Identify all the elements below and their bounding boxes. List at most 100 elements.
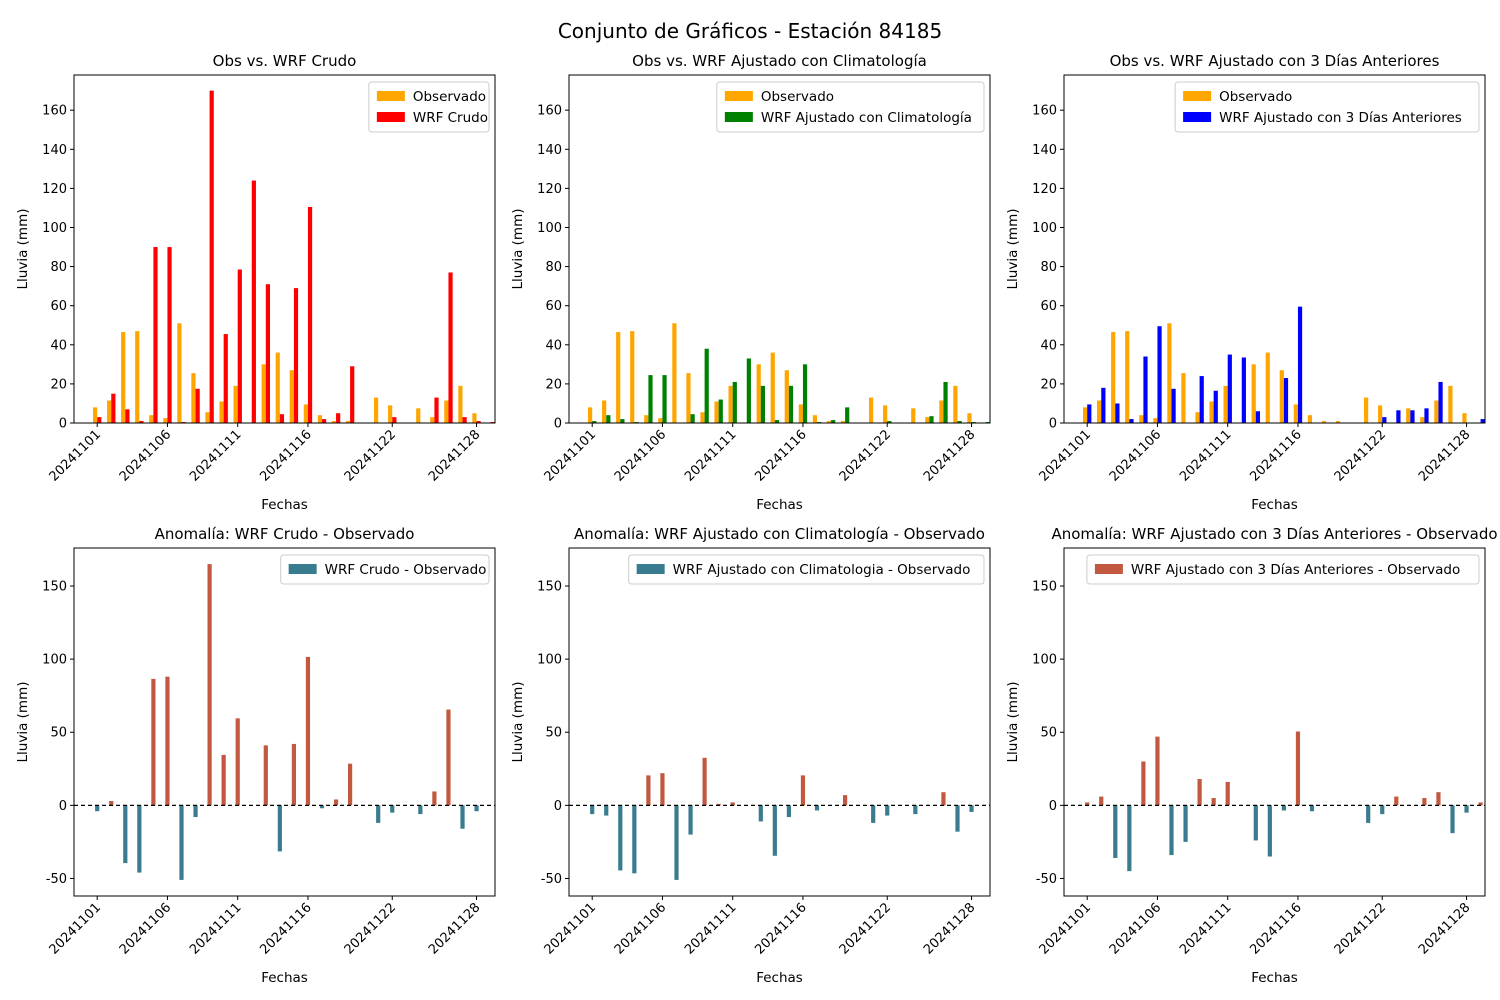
y-tick-label: 40 <box>50 338 67 353</box>
y-tick-label: 160 <box>1032 104 1057 119</box>
bar-observado <box>458 385 463 423</box>
y-tick-label: 20 <box>545 377 562 392</box>
bar-observado <box>1335 421 1341 423</box>
bar-anomaly <box>1169 805 1174 856</box>
bar-anomaly <box>193 805 198 818</box>
y-axis-label: Lluvia (mm) <box>510 209 526 290</box>
bar-observado <box>1209 401 1214 423</box>
bar-observado <box>644 415 649 423</box>
bar-observado <box>1083 407 1088 423</box>
y-tick-label: 100 <box>1032 221 1057 236</box>
y-tick-label: 120 <box>1032 182 1057 197</box>
bar-anomaly <box>800 775 806 806</box>
y-tick-label: 0 <box>554 799 562 814</box>
bar-observado <box>784 370 789 423</box>
bar-observado <box>686 373 691 423</box>
bar-anomaly <box>137 805 142 873</box>
y-axis-label: Lluvia (mm) <box>1005 209 1021 290</box>
bar-observado <box>967 413 972 423</box>
y-tick-label: 0 <box>1049 417 1057 432</box>
bar-observado <box>798 404 803 423</box>
y-tick-label: 20 <box>1040 377 1057 392</box>
bar-wrf-ajustado-con-climatologia <box>845 407 850 423</box>
axes-frame <box>1063 74 1486 424</box>
bar-anomaly <box>786 805 791 818</box>
bar-observado <box>444 400 449 423</box>
bar-anomaly <box>716 803 721 806</box>
bar-anomaly <box>95 805 100 812</box>
y-tick-label: 40 <box>1040 338 1057 353</box>
bar-anomaly <box>1281 805 1286 811</box>
bar-anomaly <box>814 805 820 811</box>
bar-anomaly <box>151 678 156 806</box>
legend-label: Observado <box>1219 89 1292 105</box>
bar-observado <box>289 370 294 423</box>
bar-anomaly <box>618 805 623 871</box>
bar-observado <box>416 408 421 423</box>
bar-observado <box>1364 397 1369 423</box>
bar-anomaly <box>390 805 395 813</box>
y-tick-label: 120 <box>537 182 562 197</box>
figure-title: Conjunto de Gráficos - Estación 84185 <box>558 19 942 43</box>
bar-anomaly <box>1464 805 1469 813</box>
bar-wrf-ajustado-con-climatologia <box>718 399 723 423</box>
bar-wrf-ajustado-con-climatologia <box>760 385 765 423</box>
bar-observado <box>1167 323 1172 423</box>
bar-wrf-ajustado-con-climatologia <box>662 375 667 423</box>
bar-anomaly <box>1366 805 1371 823</box>
bar-wrf-crudo <box>279 414 285 423</box>
bar-observado <box>756 364 761 423</box>
bar-wrf-ajustado-con-climatologia <box>802 364 808 423</box>
y-tick-label: 60 <box>545 299 562 314</box>
bar-anomaly <box>1155 736 1160 806</box>
bar-anomaly <box>688 805 693 835</box>
bar-wrf-ajustado-con-climatologia <box>943 381 948 423</box>
bar-observado <box>121 332 126 423</box>
legend-swatch <box>376 112 405 122</box>
bar-anomaly <box>277 805 282 852</box>
bar-anomaly <box>1085 802 1090 806</box>
bar-wrf-ajustado-con-3-dias-anteriores <box>1129 419 1134 423</box>
bar-anomaly <box>1394 796 1399 806</box>
bar-wrf-crudo <box>209 90 214 424</box>
bar-anomaly <box>1141 761 1146 806</box>
bar-anomaly <box>702 757 707 806</box>
bar-wrf-ajustado-con-3-dias-anteriores <box>1227 354 1232 423</box>
y-tick-label: 100 <box>537 221 562 236</box>
bar-wrf-ajustado-con-climatologia <box>606 415 611 423</box>
bar-wrf-crudo <box>125 409 130 423</box>
bar-observado <box>826 421 832 423</box>
bar-observado <box>588 407 593 423</box>
bar-anomaly <box>660 773 665 806</box>
y-tick-label: 100 <box>1032 653 1057 668</box>
bar-anomaly <box>646 775 651 806</box>
y-axis-label: Lluvia (mm) <box>1005 682 1021 763</box>
bar-observado <box>317 415 322 423</box>
bar-anomaly <box>1113 805 1118 858</box>
panel-title: Obs vs. WRF Ajustado con 3 Días Anterior… <box>1110 52 1440 70</box>
bar-observado <box>1293 404 1298 423</box>
y-tick-label: 150 <box>537 580 562 595</box>
y-tick-label: 20 <box>50 377 67 392</box>
bar-wrf-ajustado-con-3-dias-anteriores <box>1115 403 1120 423</box>
legend: WRF Ajustado con Climatologia - Observad… <box>628 554 985 585</box>
bar-wrf-crudo <box>307 206 313 423</box>
bar-anomaly <box>772 805 777 856</box>
y-tick-label: 150 <box>1032 580 1057 595</box>
bar-anomaly <box>333 799 339 806</box>
bar-wrf-crudo <box>223 334 228 423</box>
bar-wrf-ajustado-con-climatologia <box>957 421 962 423</box>
y-tick-label: -50 <box>46 872 67 887</box>
legend-box <box>716 81 985 133</box>
bar-observado <box>345 421 351 423</box>
bar-anomaly <box>221 754 226 806</box>
y-tick-label: 50 <box>1040 726 1057 741</box>
legend-label: Observado <box>761 89 834 105</box>
bar-anomaly <box>1450 805 1455 834</box>
y-tick-label: 160 <box>42 104 67 119</box>
bar-wrf-crudo <box>111 393 116 423</box>
bar-observado <box>714 401 719 423</box>
bar-anomaly <box>418 805 423 815</box>
bar-observado <box>1378 405 1383 423</box>
bar-wrf-ajustado-con-climatologia <box>774 420 780 423</box>
